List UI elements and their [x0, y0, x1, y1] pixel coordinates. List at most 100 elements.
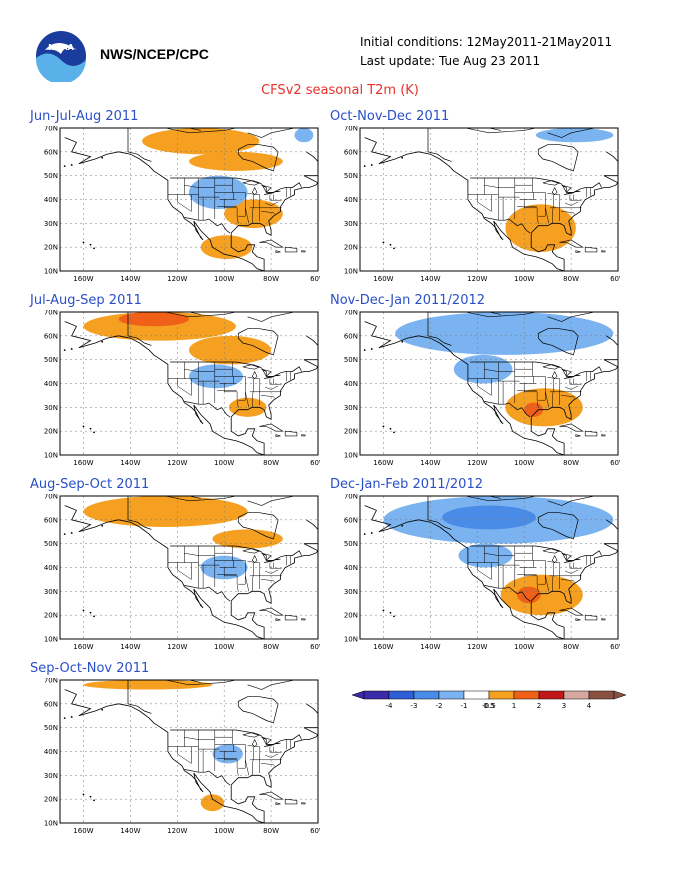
small-island — [63, 533, 66, 536]
island-or-lake — [584, 430, 598, 437]
state-border — [547, 561, 560, 563]
lon-tick-label: 100W — [214, 643, 234, 651]
lon-tick-label: 120W — [167, 459, 187, 467]
state-border — [536, 575, 539, 592]
lon-tick-label: 60W — [310, 827, 320, 835]
state-border — [477, 562, 492, 580]
lon-tick-label: 120W — [167, 275, 187, 283]
country-border — [127, 128, 152, 162]
state-border — [569, 194, 582, 201]
state-border — [238, 759, 246, 769]
island-or-lake — [564, 190, 581, 195]
small-island — [101, 156, 104, 159]
island-or-lake — [584, 614, 598, 621]
last-update: Last update: Tue Aug 23 2011 — [360, 54, 541, 68]
map-content — [60, 128, 318, 271]
island-or-lake — [601, 250, 606, 253]
panel-map: 70N 60N 50N 40N 30N 20N 10N 160W 140W 120W 100W 80W… — [344, 494, 620, 651]
lat-tick-label: 10N — [344, 452, 358, 460]
state-border — [177, 378, 192, 396]
small-island — [101, 708, 104, 711]
map-frame — [359, 127, 619, 272]
lon-tick-label: 80W — [263, 643, 279, 651]
lat-tick-label: 10N — [44, 636, 58, 644]
state-border — [265, 201, 279, 206]
colorbar-swatch — [413, 690, 440, 700]
small-island — [70, 164, 73, 166]
lat-tick-label: 30N — [44, 404, 58, 412]
state-border — [538, 207, 546, 217]
state-border — [484, 184, 499, 188]
lon-tick-label: 160W — [73, 275, 93, 283]
state-border — [184, 368, 199, 372]
arctic-coast — [165, 496, 236, 502]
lat-tick-label: 70N — [344, 494, 358, 501]
org-name: NWS/NCEP/CPC — [100, 46, 209, 62]
state-border — [552, 194, 554, 223]
lat-tick-label: 30N — [344, 404, 358, 412]
small-island — [89, 795, 92, 798]
country-border — [170, 361, 302, 377]
state-border — [265, 385, 279, 390]
island-or-lake — [301, 802, 306, 805]
island-or-lake — [301, 250, 306, 253]
colorbar-label: -0.5 — [482, 702, 496, 710]
panel-map: 70N 60N 50N 40N 30N 20N 10N 160W 140W 120W 100W 80W… — [44, 494, 320, 651]
hudson-bay — [537, 144, 579, 172]
lat-tick-label: 40N — [44, 748, 58, 756]
anomaly-cool1 — [535, 128, 614, 143]
island-or-lake — [264, 190, 281, 195]
small-island — [370, 164, 373, 166]
initial-conditions: Initial conditions: 12May2011-21May2011 — [360, 35, 613, 49]
state-border — [547, 193, 560, 195]
island-or-lake — [261, 736, 272, 746]
small-island — [89, 611, 92, 614]
lon-tick-label: 60W — [610, 643, 620, 651]
small-island — [389, 243, 392, 246]
lon-tick-label: 80W — [563, 275, 579, 283]
lon-tick-label: 120W — [467, 459, 487, 467]
lat-tick-label: 10N — [344, 268, 358, 276]
panel-title: Jul-Aug-Sep 2011 — [30, 293, 142, 308]
lat-tick-label: 60N — [44, 332, 58, 340]
map-content — [360, 128, 618, 271]
small-island — [393, 431, 395, 434]
colorbar-swatch — [438, 690, 465, 700]
state-border — [265, 753, 279, 758]
state-border — [184, 552, 199, 556]
state-border — [547, 377, 560, 379]
lat-tick-label: 40N — [344, 380, 358, 388]
lon-tick-label: 100W — [514, 275, 534, 283]
colorbar-label: -1 — [461, 702, 468, 710]
page-title: CFSv2 seasonal T2m (K) — [261, 83, 419, 98]
state-border — [177, 746, 192, 764]
country-border — [484, 401, 531, 418]
panel-1: Jun-Jul-Aug 2011 70N 60N 50N 40N 30N 20N 10N 16… — [30, 109, 320, 283]
island-or-lake — [564, 558, 581, 563]
small-island — [382, 425, 385, 428]
lon-tick-label: 120W — [467, 643, 487, 651]
lon-tick-label: 160W — [373, 643, 393, 651]
state-border — [247, 193, 260, 195]
lat-tick-label: 10N — [344, 636, 358, 644]
state-border — [560, 579, 575, 583]
lon-tick-label: 160W — [373, 459, 393, 467]
state-border — [177, 194, 192, 212]
lon-tick-label: 140W — [120, 643, 140, 651]
state-border — [484, 368, 499, 372]
panel-5: Aug-Sep-Oct 2011 70N 60N 50N 40N 30N 20N 10N 16… — [30, 477, 320, 651]
panel-title: Oct-Nov-Dec 2011 — [330, 109, 450, 124]
lon-tick-label: 100W — [214, 459, 234, 467]
island-or-lake — [284, 798, 298, 805]
state-border — [238, 391, 246, 401]
island-or-lake — [559, 423, 584, 432]
lon-tick-label: 100W — [514, 459, 534, 467]
anomaly-warm1 — [189, 335, 272, 365]
panel-title: Nov-Dec-Jan 2011/2012 — [330, 293, 486, 308]
anomaly-cool1 — [453, 354, 513, 384]
colorbar-label: -3 — [411, 702, 418, 710]
svg-text:NOAA: NOAA — [48, 43, 74, 52]
colorbar-label: -2 — [436, 702, 443, 710]
state-border — [223, 567, 238, 577]
state-border — [532, 546, 546, 561]
